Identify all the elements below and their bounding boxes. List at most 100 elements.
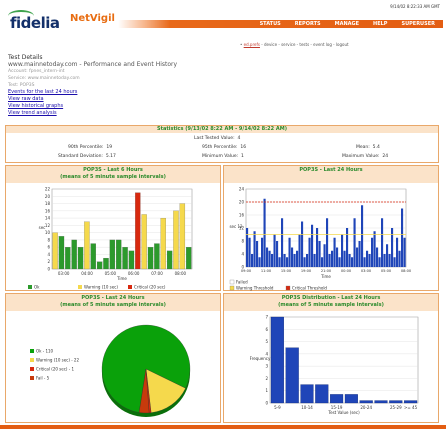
pie-legend-swatch — [30, 367, 34, 371]
p95-row: 95th Percentile: 16 — [202, 145, 246, 150]
dist-xtick: 15-19 — [331, 405, 343, 410]
c6h-legend-label: Ok — [34, 285, 40, 290]
breadcrumb-current[interactable]: ed.prefs — [243, 42, 260, 47]
c6h-xtick: 03:00 — [58, 271, 70, 276]
c24h-bar — [291, 247, 294, 267]
account-label: Account: fpnes_intern-int — [8, 69, 65, 74]
link-raw-data[interactable]: View raw data — [8, 96, 44, 102]
c6h-ylabel: sec — [39, 225, 46, 230]
nav-status[interactable]: STATUS — [259, 21, 281, 27]
pie-legend-swatch — [30, 358, 34, 362]
nav-help[interactable]: HELP — [373, 21, 388, 27]
link-trend-analysis[interactable]: View trend analysis — [8, 110, 57, 116]
c24h-bar — [318, 241, 321, 267]
c24h-bar — [303, 257, 306, 267]
c24h-bar — [368, 254, 371, 267]
nav-reports[interactable]: REPORTS — [294, 21, 321, 27]
c24h-bar — [278, 257, 281, 267]
nav-manage[interactable]: MANAGE — [334, 21, 360, 27]
c24h-bar — [388, 254, 391, 267]
chart-pie-header: POP3S - Last 24 Hours (means of 5 minute… — [6, 294, 220, 311]
c24h-bar — [356, 247, 359, 267]
dist-ytick: 5 — [265, 339, 268, 344]
c24h-xlabel: Time — [320, 274, 331, 279]
fidelia-logo[interactable]: fidelia — [8, 8, 64, 32]
pie-legend-label: Critical (20 sec) - 1 — [36, 367, 74, 372]
chart-dist-svg: 0 1 2 3 4 5 6 7 Frequency Test Value (sec) 5-9 10-1… — [250, 315, 419, 415]
c24h-bar — [353, 218, 356, 267]
c24h-xtick: 11:00 — [261, 269, 272, 273]
p90-value: 19 — [106, 145, 113, 150]
c24h-bar — [316, 228, 319, 267]
chart-pie-subtitle: (means of 5 minute sample intervals) — [60, 302, 166, 308]
last-tested-value: 4 — [237, 136, 241, 141]
dist-bar — [404, 400, 418, 404]
c24h-bar — [253, 231, 256, 267]
chart-6h-svg: 0 2 4 6 8 10 12 14 16 18 20 22 sec Time 03:00 04:00 05:0… — [28, 187, 193, 290]
c6h-bar — [135, 192, 141, 270]
p95-label: 95th Percentile: — [202, 145, 238, 150]
c6h-bar — [166, 250, 173, 270]
c6h-bar — [103, 257, 109, 270]
c24h-bar — [376, 247, 379, 267]
c6h-legend-label: Warning (10 sec) — [84, 285, 118, 290]
mean-row: Mean: 5.4 — [356, 145, 380, 150]
std-label: Standard Deviation: — [58, 154, 103, 159]
c6h-legend-label: Critical (20 sec) — [134, 285, 166, 290]
dist-ylabel: Frequency — [250, 356, 271, 361]
p95-value: 16 — [240, 145, 247, 150]
min-label: Minimum Value: — [202, 154, 239, 159]
c24h-bar — [268, 250, 271, 267]
c24h-bar — [373, 231, 376, 267]
link-events-24h[interactable]: Events for the last 24 hours — [8, 89, 78, 95]
page-title: Test Details — [8, 54, 43, 61]
c24h-bar — [256, 241, 259, 267]
c24h-bar — [391, 228, 394, 267]
max-label: Maximum Value: — [342, 154, 380, 159]
breadcrumb-links[interactable]: - device - service - tests - event log -… — [259, 42, 349, 47]
chart-dist-subtitle: (means of 5 minute sample intervals) — [278, 302, 384, 308]
dist-ytick: 6 — [265, 327, 268, 332]
min-value: 1 — [241, 154, 244, 159]
dist-bar — [389, 400, 403, 404]
c24h-bar — [306, 254, 309, 267]
c6h-bar — [58, 236, 65, 270]
c24h-bar — [398, 250, 401, 267]
c24h-bar — [251, 254, 254, 267]
c24h-legend-label: Warning Threshold — [236, 286, 274, 291]
pie-slice — [138, 368, 150, 414]
c6h-ytick: 6 — [47, 245, 50, 250]
c24h-bar — [276, 241, 279, 267]
dist-xtick: 10-14 — [301, 405, 313, 410]
max-row: Maximum Value: 24 — [342, 154, 388, 159]
c6h-bar — [147, 247, 154, 270]
nav-superuser[interactable]: SUPERUSER — [401, 21, 435, 27]
c24h-xtick: 03:00 — [361, 269, 372, 273]
c24h-bar — [286, 257, 289, 267]
std-row: Standard Deviation: 5.17 — [58, 154, 116, 159]
pie-legend-label: Warning (10 sec) - 22 — [36, 358, 79, 363]
pie-legend-label: Fail - 5 — [36, 376, 50, 381]
chart-24h-header: POP3S - Last 24 Hours — [224, 166, 438, 183]
c24h-bar — [246, 228, 249, 267]
c6h-bar — [65, 247, 71, 270]
c24h-xtick: 09:00 — [241, 269, 252, 273]
chart-panel-distribution: POP3S Distribution - Last 24 Hours (mean… — [223, 293, 439, 423]
c6h-xtick: 04:00 — [81, 271, 93, 276]
link-historical-graphs[interactable]: View historical graphs — [8, 103, 64, 109]
c24h-ytick: 20 — [239, 200, 245, 205]
mean-label: Mean: — [356, 145, 370, 150]
c24h-bar — [338, 257, 341, 267]
c24h-ylabel: sec 12 — [229, 224, 243, 229]
c24h-bar — [281, 218, 284, 267]
c24h-bar — [348, 254, 351, 267]
c24h-bar — [361, 205, 364, 267]
c24h-bar — [293, 254, 296, 267]
c24h-bar — [331, 250, 334, 267]
dist-bar — [330, 394, 344, 404]
dist-xtick: 20-24 — [360, 405, 372, 410]
c24h-bar — [343, 250, 346, 267]
chart-panel-24h: POP3S - Last 24 Hours 0 4 8 12 16 20 24 sec 12 T… — [223, 165, 439, 291]
c24h-bar — [301, 221, 304, 267]
dist-bar — [374, 400, 388, 404]
